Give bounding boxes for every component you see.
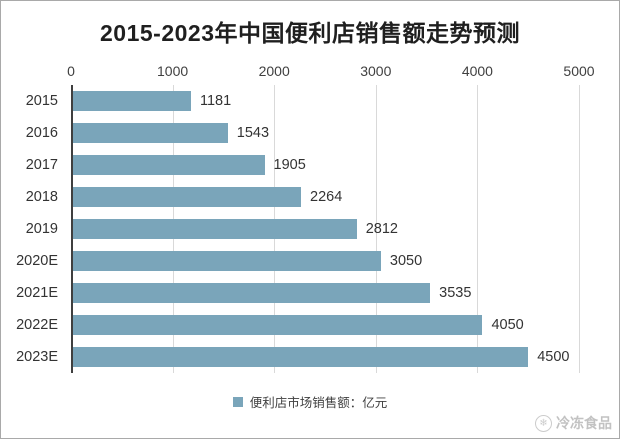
y-axis-category-label: 2016: [25, 125, 58, 141]
bar: [71, 91, 191, 111]
bar-chart: 2015 2016 2017 2018 2019 2020E 2021E 2022E 2023E…: [1, 85, 580, 373]
bar-value-label: 1905: [273, 157, 306, 173]
chart-title: 2015-2023年中国便利店销售额走势预测: [100, 20, 520, 46]
legend-square-marker: [232, 396, 243, 407]
legend: 便利店市场销售额：亿元: [1, 392, 619, 411]
y-axis-category-label: 2020E: [16, 253, 58, 269]
bar-value-label: 1181: [199, 93, 232, 109]
snowflake-circle-icon: ❄: [535, 414, 552, 432]
bar: [71, 315, 483, 335]
bar: [71, 219, 357, 239]
y-axis-category-label: 2021E: [16, 285, 58, 301]
y-axis-category-label: 2022E: [16, 317, 58, 333]
bar-value-label: 4500: [537, 349, 570, 365]
x-axis-tick: 2000: [258, 63, 290, 79]
bar-value-label: 3050: [389, 253, 423, 269]
gridline: [477, 85, 479, 373]
bar-row: 1181: [71, 85, 579, 117]
bar-row: 4500: [71, 341, 579, 373]
bar: [71, 187, 302, 207]
x-axis-tick: 3000: [360, 63, 392, 79]
gridline: [375, 85, 377, 373]
x-axis-tick: 5000: [563, 63, 595, 79]
watermark: ❄ 冷冻食品: [535, 413, 612, 433]
bar-value-label: 4050: [491, 317, 524, 333]
x-axis-tick: 4000: [461, 63, 493, 79]
bar: [71, 283, 431, 303]
x-axis: 0 1000 2000 3000 4000 5000: [67, 63, 594, 80]
bar-row: 1905: [71, 149, 579, 181]
bar-row: 3050: [71, 245, 579, 277]
y-axis-category-label: 2023E: [16, 349, 58, 365]
plot-area: 1181 1543 1905 2264 2812 3050 3535 4050 4500: [71, 85, 580, 373]
legend-label: 便利店市场销售额：亿元: [249, 396, 388, 410]
y-axis-category-label: 2015: [25, 93, 58, 109]
bar-value-label: 2812: [365, 221, 398, 237]
bar: [71, 251, 381, 271]
watermark-text: 冷冻食品: [556, 415, 612, 431]
x-axis-tick: 1000: [157, 63, 189, 79]
y-axis-line: [71, 85, 73, 373]
y-axis-category-label: 2017: [25, 157, 58, 173]
y-axis-category-label: 2019: [25, 221, 58, 237]
bar-row: 2812: [71, 213, 579, 245]
gridline: [579, 85, 580, 373]
bar-value-label: 1543: [236, 125, 270, 141]
bar-row: 3535: [71, 277, 579, 309]
x-axis-tick: 0: [67, 63, 75, 79]
bar-row: 4050: [71, 309, 579, 341]
bar: [71, 347, 529, 367]
bar-row: 2264: [71, 181, 579, 213]
bar: [71, 155, 265, 175]
bar-value-label: 2264: [310, 189, 343, 205]
bar-row: 1543: [71, 117, 579, 149]
y-axis-labels: 2015 2016 2017 2018 2019 2020E 2021E 2022E 2023E: [1, 85, 71, 373]
bar-value-label: 3535: [439, 285, 472, 301]
y-axis-category-label: 2018: [25, 189, 58, 205]
bar: [71, 123, 228, 143]
